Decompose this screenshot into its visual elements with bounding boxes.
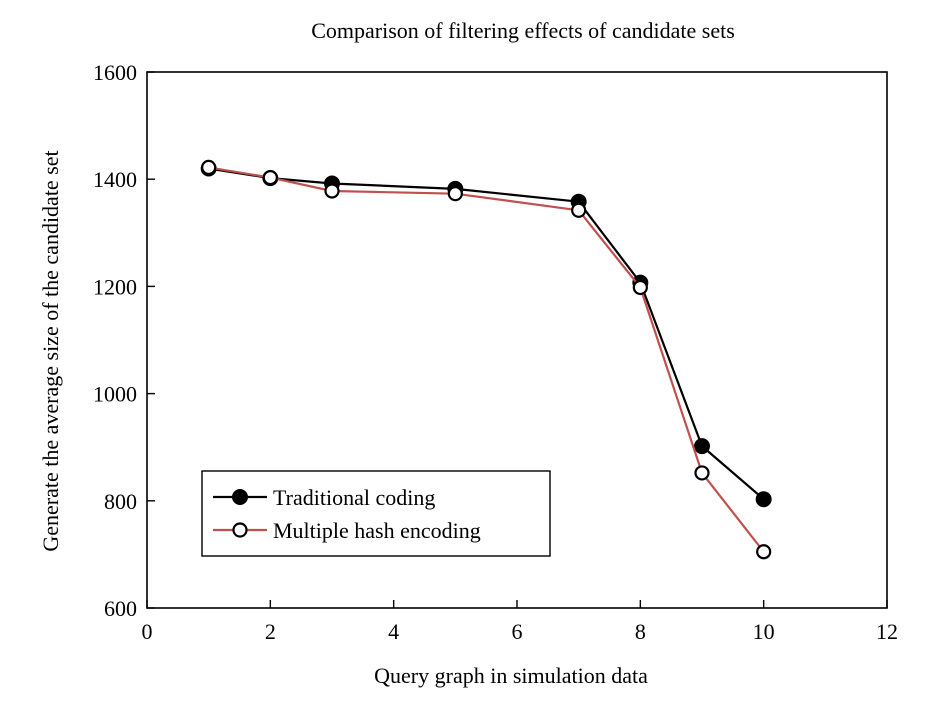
x-tick-label: 8: [635, 619, 646, 644]
plot-frame: [146, 71, 888, 609]
x-tick-label: 6: [512, 619, 523, 644]
x-tick-label: 10: [753, 619, 775, 644]
legend-marker-traditional: [232, 489, 248, 505]
chart-title: Comparison of filtering effects of candi…: [311, 18, 735, 43]
y-tick-label: 1400: [93, 167, 137, 192]
x-tick-label: 4: [388, 619, 399, 644]
data-point-multiple-hash-encoding: [632, 279, 648, 296]
legend: Traditional coding Multiple hash encodin…: [201, 470, 551, 557]
data-point-multiple-hash-encoding: [694, 465, 710, 481]
y-tick-label: 1200: [93, 274, 137, 299]
series-traditional-coding: [200, 160, 772, 508]
data-point-multiple-hash-encoding: [201, 159, 217, 176]
series-layer: [200, 159, 772, 560]
series-line-multiple-hash-encoding: [208, 166, 765, 553]
data-point-traditional-coding: [694, 438, 710, 455]
axis-ticks: 0 2 4 6 8 10 12 600 800 1000 1200 1400 1600: [93, 60, 898, 644]
legend-label-multiple-hash: Multiple hash encoding: [273, 518, 481, 543]
x-tick-label: 12: [876, 619, 898, 644]
x-tick-label: 2: [265, 619, 276, 644]
legend-marker-multiple-hash: [232, 522, 248, 538]
legend-box: [201, 470, 551, 557]
data-point-multiple-hash-encoding: [447, 186, 463, 202]
data-point-multiple-hash-encoding: [262, 169, 278, 186]
y-axis-label: Generate the average size of the candida…: [38, 150, 63, 551]
y-tick-label: 600: [104, 596, 137, 621]
y-tick-label: 1600: [93, 60, 137, 85]
y-tick-label: 1000: [93, 382, 137, 407]
data-point-multiple-hash-encoding: [571, 202, 587, 218]
data-point-multiple-hash-encoding: [324, 183, 340, 199]
data-point-traditional-coding: [755, 491, 772, 508]
series-line-traditional-coding: [208, 167, 765, 501]
data-point-multiple-hash-encoding: [756, 544, 772, 560]
x-axis-label: Query graph in simulation data: [374, 663, 648, 688]
x-tick-label: 0: [142, 619, 153, 644]
legend-label-traditional: Traditional coding: [273, 485, 435, 510]
series-multiple-hash-encoding: [201, 159, 772, 560]
y-tick-label: 800: [104, 489, 137, 514]
